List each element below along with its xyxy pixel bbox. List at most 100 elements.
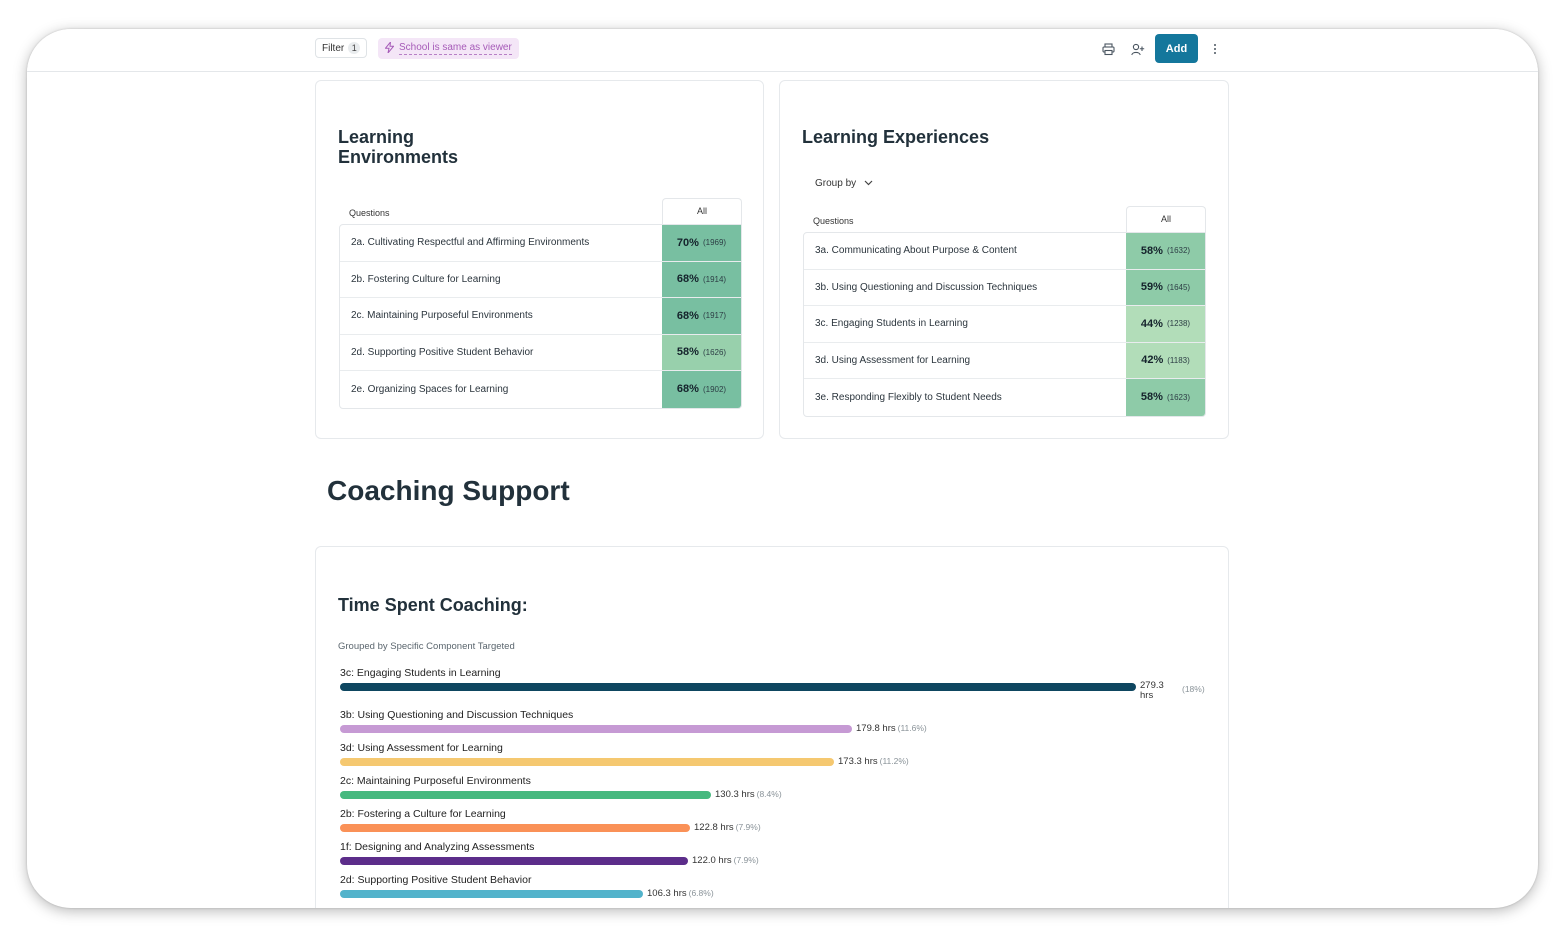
value-cell: 58% (1632) [1126,233,1205,269]
bar-item[interactable]: 3c: Engaging Students in Learning 279.3 h… [340,667,1205,701]
add-button[interactable]: Add [1155,34,1198,63]
bar-share: (7.9%) [733,855,759,865]
bar-item[interactable]: 3b: Using Questioning and Discussion Tec… [340,709,927,734]
learning-experiences-title: Learning Experiences [802,127,990,147]
bar-value-label: 179.8 hrs (11.6%) [856,723,927,734]
bar-share: (11.2%) [879,756,909,766]
learning-environments-table: Questions All 2a. Cultivating Respectful… [339,198,742,409]
bar-label: 3b: Using Questioning and Discussion Tec… [340,709,574,721]
learning-environments-title: Learning Environments [338,127,458,167]
bar-item[interactable]: 3d: Using Assessment for Learning 173.3 h… [340,742,909,767]
percent-value: 58% [676,346,699,359]
bar-item[interactable]: 1f: Designing and Analyzing Assessments 1… [340,841,759,866]
question-cell: 3e. Responding Flexibly to Student Needs [815,391,1002,403]
percent-value: 42% [1141,354,1164,367]
value-cell: 68% (1917) [662,298,741,334]
response-count: (1914) [702,274,727,284]
bar-hours: 130.3 hrs [715,789,755,800]
all-column-header[interactable]: All [1126,206,1206,232]
table-row[interactable]: 2a. Cultivating Respectful and Affirming… [340,225,741,262]
questions-header: Questions [349,208,390,218]
percent-value: 70% [676,236,699,249]
filter-label: Filter [322,42,345,54]
question-cell: 2e. Organizing Spaces for Learning [351,383,509,395]
bar-value-label: 173.3 hrs (11.2%) [838,756,909,767]
percent-value: 68% [676,309,699,322]
bar-track: 122.0 hrs (7.9%) [340,855,759,866]
question-cell: 3b. Using Questioning and Discussion Tec… [815,281,1038,293]
table-row[interactable]: 3d. Using Assessment for Learning 42% (118… [804,342,1205,379]
bar-track: 122.8 hrs (7.9%) [340,822,761,833]
table-header: Questions All [339,198,742,224]
coaching-support-heading: Coaching Support [327,475,570,506]
table-row[interactable]: 3b. Using Questioning and Discussion Tec… [804,269,1205,306]
bar-value-label: 122.0 hrs (7.9%) [692,855,759,866]
bar [340,857,688,865]
bar-track: 279.3 hrs (18%) [340,681,1205,701]
value-cell: 58% (1623) [1126,379,1205,416]
bar [340,725,852,733]
response-count: (1623) [1166,392,1191,402]
value-cell: 70% (1969) [662,225,741,261]
question-cell: 3c. Engaging Students in Learning [815,318,968,330]
percent-value: 59% [1140,281,1163,294]
table-row[interactable]: 2c. Maintaining Purposeful Environments 6… [340,298,741,335]
add-user-icon[interactable] [1130,41,1146,57]
bar-hours: 173.3 hrs [838,756,878,767]
table-row[interactable]: 3c. Engaging Students in Learning 44% (123… [804,306,1205,343]
percent-value: 58% [1140,391,1163,404]
bar-track: 173.3 hrs (11.2%) [340,756,909,767]
filter-button[interactable]: Filter 1 [315,38,368,58]
bar-label: 3d: Using Assessment for Learning [340,742,503,754]
percent-value: 68% [676,383,699,396]
time-spent-coaching-title: Time Spent Coaching: [338,595,528,615]
bar-hours: 122.0 hrs [692,855,732,866]
bar-hours: 179.8 hrs [856,723,896,734]
bar-value-label: 106.3 hrs (6.8%) [647,888,714,899]
table-row[interactable]: 2b. Fostering Culture for Learning 68% (19… [340,261,741,298]
group-by-label: Group by [815,178,857,189]
bar-label: 2b: Fostering a Culture for Learning [340,808,506,820]
bar [340,791,711,799]
table-row[interactable]: 2e. Organizing Spaces for Learning 68% (19… [340,371,741,408]
question-cell: 3a. Communicating About Purpose & Conten… [815,245,1017,257]
questions-header: Questions [813,216,854,226]
response-count: (1902) [702,384,727,394]
bar-label: 2d: Supporting Positive Student Behavior [340,874,532,886]
bar-item[interactable]: 2c: Maintaining Purposeful Environments 1… [340,775,782,800]
table-row[interactable]: 2d. Supporting Positive Student Behavior… [340,334,741,371]
table-row[interactable]: 3e. Responding Flexibly to Student Needs… [804,379,1205,416]
print-icon[interactable] [1100,41,1116,57]
bar [340,758,834,766]
group-by-dropdown[interactable]: Group by [815,178,873,189]
percent-value: 68% [676,273,699,286]
table-header: Questions All [803,206,1206,232]
filter-chip-school[interactable]: School is same as viewer [378,38,519,59]
bar-track: 179.8 hrs (11.6%) [340,723,927,734]
response-count: (1645) [1166,282,1191,292]
filter-chip-label: School is same as viewer [399,42,512,55]
bar-label: 1f: Designing and Analyzing Assessments [340,841,535,853]
more-vertical-icon[interactable] [1207,41,1223,57]
bar-item[interactable]: 2d: Supporting Positive Student Behavior… [340,874,714,899]
bar-hours: 279.3 hrs [1140,680,1164,701]
bar-item[interactable]: 2b: Fostering a Culture for Learning 122.… [340,808,761,833]
response-count: (1183) [1167,355,1190,365]
value-cell: 58% (1626) [662,334,741,370]
percent-value: 44% [1140,317,1163,330]
bar-hours: 106.3 hrs [647,888,687,899]
bar-value-label: 279.3 hrs (18%) [1140,680,1205,701]
value-cell: 68% (1902) [662,371,741,408]
table-row[interactable]: 3a. Communicating About Purpose & Conten… [804,233,1205,270]
value-cell: 44% (1238) [1126,306,1205,342]
bar-value-label: 130.3 hrs (8.4%) [715,789,782,800]
question-cell: 3d. Using Assessment for Learning [815,354,971,366]
bar [340,890,643,898]
question-cell: 2d. Supporting Positive Student Behavior [351,346,534,358]
bar-value-label: 122.8 hrs (7.9%) [694,822,761,833]
bar-share: (18%) [1182,684,1205,694]
all-column-header[interactable]: All [662,198,742,224]
response-count: (1632) [1166,246,1191,256]
value-cell: 42% (1183) [1126,342,1205,378]
chart-subtitle: Grouped by Specific Component Targeted [338,641,515,652]
